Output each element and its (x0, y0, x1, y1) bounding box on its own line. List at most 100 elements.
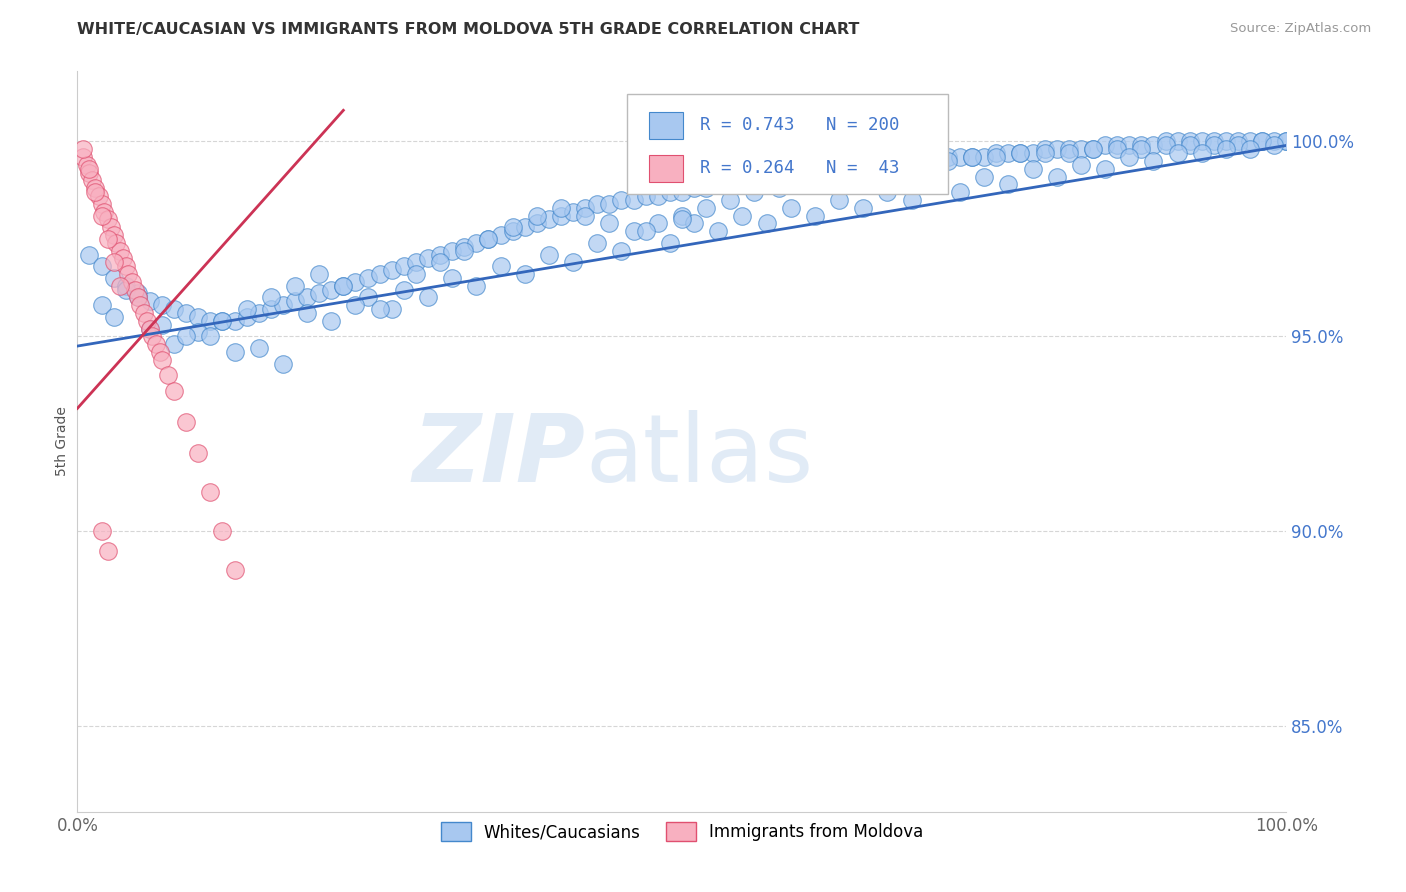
Point (381, 301, 404, 316)
Point (114, 278, 136, 293)
Point (247, 341, 270, 355)
Point (792, 173, 814, 187)
Point (1057, 146, 1080, 161)
Point (477, 232, 499, 246)
Point (574, 209, 596, 223)
Point (1142, 153, 1164, 168)
Point (139, 321, 162, 335)
Point (1021, 161, 1043, 176)
Point (1191, 146, 1213, 161)
Point (489, 259, 512, 273)
Point (1033, 146, 1056, 161)
Y-axis label: 5th Grade: 5th Grade (55, 407, 69, 476)
Point (332, 278, 354, 293)
Point (224, 345, 246, 359)
Point (141, 329, 163, 343)
Point (671, 212, 693, 227)
Point (121, 275, 143, 289)
Point (647, 189, 669, 203)
Point (537, 247, 560, 261)
Point (84, 185, 107, 199)
Text: atlas: atlas (585, 410, 814, 502)
Point (108, 278, 131, 293)
Point (1021, 146, 1043, 161)
Text: WHITE/CAUCASIAN VS IMMIGRANTS FROM MOLDOVA 5TH GRADE CORRELATION CHART: WHITE/CAUCASIAN VS IMMIGRANTS FROM MOLDO… (77, 22, 859, 37)
Point (127, 290, 149, 304)
Point (1057, 142, 1080, 156)
Point (103, 227, 125, 242)
Point (441, 271, 464, 285)
Point (163, 337, 186, 351)
Point (150, 298, 173, 312)
Point (163, 301, 186, 316)
Point (1239, 135, 1261, 149)
Text: R = 0.264   N =  43: R = 0.264 N = 43 (700, 159, 900, 177)
Point (586, 197, 609, 211)
Point (416, 290, 439, 304)
Point (889, 158, 911, 172)
Point (1178, 135, 1201, 149)
Point (271, 298, 294, 312)
Point (356, 290, 378, 304)
Point (960, 150, 983, 164)
Point (1202, 138, 1225, 153)
Point (586, 235, 609, 250)
Point (779, 169, 801, 184)
Point (683, 181, 706, 195)
Point (815, 166, 838, 180)
Point (1046, 142, 1069, 156)
Point (1178, 138, 1201, 153)
Point (465, 235, 488, 250)
Point (658, 185, 681, 199)
Point (562, 204, 585, 219)
Point (1081, 142, 1104, 156)
Point (513, 267, 536, 281)
Point (986, 146, 1008, 161)
Point (1070, 158, 1092, 172)
Point (828, 193, 851, 207)
Point (308, 286, 330, 301)
Point (150, 352, 173, 367)
Point (647, 216, 669, 230)
Point (90, 209, 112, 223)
Point (828, 161, 851, 176)
Point (889, 158, 911, 172)
Point (344, 298, 367, 312)
Point (865, 158, 887, 172)
Point (623, 193, 645, 207)
FancyBboxPatch shape (650, 112, 683, 138)
Point (1118, 150, 1140, 164)
Point (187, 446, 209, 460)
Point (1081, 142, 1104, 156)
Point (718, 193, 741, 207)
Point (489, 227, 512, 242)
Point (707, 224, 730, 238)
Point (224, 314, 246, 328)
Point (235, 301, 257, 316)
Point (876, 158, 898, 172)
Point (174, 329, 197, 343)
Point (132, 306, 155, 320)
Point (453, 244, 475, 258)
Point (368, 267, 391, 281)
Point (117, 267, 139, 281)
Point (513, 220, 536, 235)
Point (815, 169, 838, 184)
Point (973, 169, 995, 184)
Point (163, 384, 186, 398)
Point (912, 153, 935, 168)
Point (839, 166, 862, 180)
Point (634, 224, 657, 238)
Point (103, 310, 125, 324)
Point (247, 306, 270, 320)
Point (526, 216, 548, 230)
Point (332, 278, 354, 293)
Point (949, 150, 972, 164)
Point (145, 337, 167, 351)
Point (550, 209, 572, 223)
Point (136, 314, 159, 328)
Point (129, 298, 152, 312)
Point (392, 259, 415, 273)
Point (381, 263, 404, 277)
Point (1094, 138, 1116, 153)
